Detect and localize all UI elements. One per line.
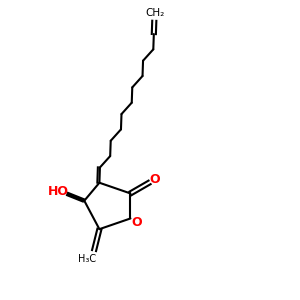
Text: HO: HO — [48, 185, 69, 198]
Text: H₃C: H₃C — [78, 254, 96, 264]
Text: O: O — [150, 172, 160, 186]
Text: CH₂: CH₂ — [145, 8, 164, 18]
Text: O: O — [131, 216, 142, 229]
